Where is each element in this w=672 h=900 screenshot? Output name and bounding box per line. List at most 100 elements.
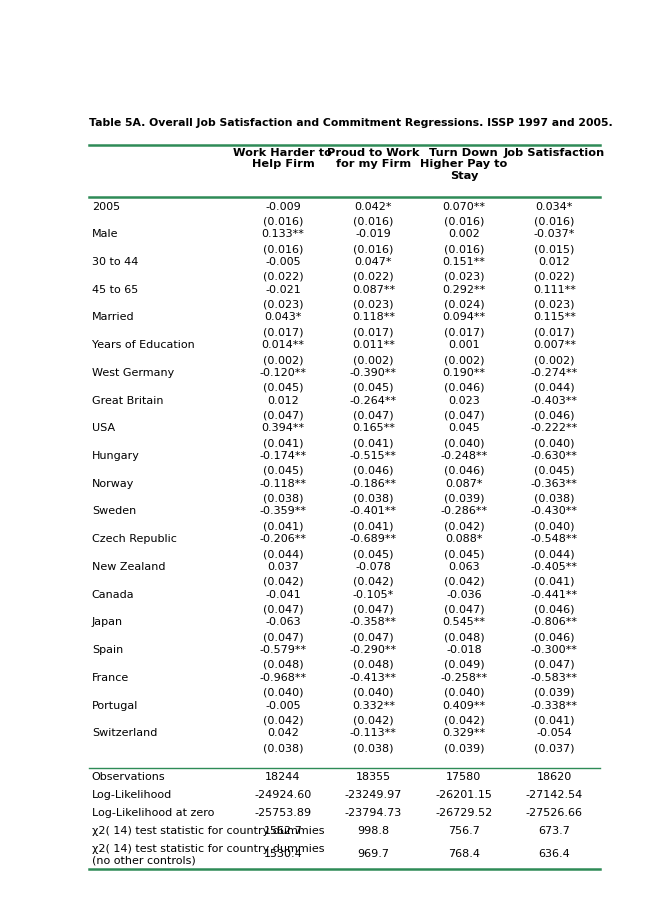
Text: Czech Republic: Czech Republic [92, 535, 177, 544]
Text: Years of Education: Years of Education [92, 340, 195, 350]
Text: (0.041): (0.041) [353, 438, 394, 448]
Text: (0.022): (0.022) [534, 272, 575, 282]
Text: (0.016): (0.016) [534, 217, 575, 227]
Text: (0.039): (0.039) [444, 743, 484, 753]
Text: -0.286**: -0.286** [440, 507, 487, 517]
Text: 0.115**: 0.115** [533, 312, 576, 322]
Text: -0.005: -0.005 [265, 257, 300, 267]
Text: (0.046): (0.046) [444, 466, 484, 476]
Text: 0.545**: 0.545** [442, 617, 485, 627]
Text: -0.258**: -0.258** [440, 673, 487, 683]
Text: USA: USA [92, 423, 115, 433]
Text: -0.078: -0.078 [355, 562, 391, 572]
Text: (0.047): (0.047) [263, 633, 303, 643]
Text: 18244: 18244 [265, 772, 300, 782]
Text: 1530.4: 1530.4 [263, 849, 302, 859]
Text: (0.042): (0.042) [263, 716, 303, 725]
Text: New Zealand: New Zealand [92, 562, 165, 572]
Text: (0.037): (0.037) [534, 743, 575, 753]
Text: (0.042): (0.042) [353, 716, 394, 725]
Text: (0.039): (0.039) [534, 688, 575, 698]
Text: (0.041): (0.041) [534, 577, 575, 587]
Text: (0.046): (0.046) [353, 466, 394, 476]
Text: (0.048): (0.048) [353, 660, 394, 670]
Text: -0.113**: -0.113** [350, 728, 396, 738]
Text: -0.403**: -0.403** [531, 396, 578, 406]
Text: -0.206**: -0.206** [259, 535, 306, 544]
Text: 0.043*: 0.043* [264, 312, 302, 322]
Text: -0.363**: -0.363** [531, 479, 578, 489]
Text: 0.047*: 0.047* [355, 257, 392, 267]
Text: (0.023): (0.023) [534, 300, 575, 310]
Text: 0.012: 0.012 [267, 396, 299, 406]
Text: (0.022): (0.022) [263, 272, 303, 282]
Text: (0.022): (0.022) [353, 272, 394, 282]
Text: -0.358**: -0.358** [350, 617, 397, 627]
Text: χ2( 14) test statistic for country dummies: χ2( 14) test statistic for country dummi… [92, 826, 325, 836]
Text: -0.413**: -0.413** [350, 673, 397, 683]
Text: 0.023: 0.023 [448, 396, 480, 406]
Text: (0.042): (0.042) [444, 521, 484, 531]
Text: (0.038): (0.038) [353, 494, 394, 504]
Text: (0.044): (0.044) [534, 382, 575, 392]
Text: -0.274**: -0.274** [531, 368, 578, 378]
Text: 756.7: 756.7 [448, 826, 480, 836]
Text: -0.005: -0.005 [265, 700, 300, 710]
Text: 0.037: 0.037 [267, 562, 299, 572]
Text: (0.016): (0.016) [353, 244, 394, 254]
Text: 0.329**: 0.329** [442, 728, 485, 738]
Text: -23249.97: -23249.97 [345, 790, 402, 800]
Text: (0.041): (0.041) [263, 521, 303, 531]
Text: Job Satisfaction: Job Satisfaction [504, 148, 605, 157]
Text: 0.190**: 0.190** [442, 368, 485, 378]
Text: (0.045): (0.045) [263, 382, 303, 392]
Text: (0.047): (0.047) [353, 605, 394, 615]
Text: 0.070**: 0.070** [442, 202, 485, 211]
Text: -26729.52: -26729.52 [435, 808, 493, 818]
Text: (0.045): (0.045) [353, 382, 394, 392]
Text: 0.045: 0.045 [448, 423, 480, 433]
Text: (0.045): (0.045) [534, 466, 575, 476]
Text: (0.017): (0.017) [263, 328, 303, 338]
Text: 0.394**: 0.394** [261, 423, 304, 433]
Text: Canada: Canada [92, 590, 134, 599]
Text: (0.002): (0.002) [534, 356, 575, 365]
Text: -0.063: -0.063 [265, 617, 300, 627]
Text: -0.338**: -0.338** [531, 700, 578, 710]
Text: Married: Married [92, 312, 134, 322]
Text: 0.094**: 0.094** [442, 312, 485, 322]
Text: Great Britain: Great Britain [92, 396, 163, 406]
Text: Switzerland: Switzerland [92, 728, 157, 738]
Text: (0.023): (0.023) [444, 272, 484, 282]
Text: Portugal: Portugal [92, 700, 138, 710]
Text: (0.040): (0.040) [534, 521, 575, 531]
Text: -0.390**: -0.390** [350, 368, 397, 378]
Text: (0.023): (0.023) [353, 300, 394, 310]
Text: -0.054: -0.054 [536, 728, 573, 738]
Text: (0.042): (0.042) [353, 577, 394, 587]
Text: 0.042*: 0.042* [355, 202, 392, 211]
Text: (0.040): (0.040) [444, 438, 484, 448]
Text: Log-Likelihood: Log-Likelihood [92, 790, 172, 800]
Text: -0.222**: -0.222** [531, 423, 578, 433]
Text: -0.290**: -0.290** [350, 645, 397, 655]
Text: -0.037*: -0.037* [534, 230, 575, 239]
Text: (0.045): (0.045) [353, 549, 394, 559]
Text: -0.174**: -0.174** [259, 451, 306, 461]
Text: France: France [92, 673, 129, 683]
Text: (0.002): (0.002) [263, 356, 303, 365]
Text: Hungary: Hungary [92, 451, 140, 461]
Text: (0.042): (0.042) [444, 716, 484, 725]
Text: -25753.89: -25753.89 [254, 808, 311, 818]
Text: -0.019: -0.019 [355, 230, 391, 239]
Text: Sweden: Sweden [92, 507, 136, 517]
Text: -0.018: -0.018 [446, 645, 482, 655]
Text: (0.016): (0.016) [444, 217, 484, 227]
Text: (0.016): (0.016) [444, 244, 484, 254]
Text: (0.038): (0.038) [263, 743, 303, 753]
Text: (0.002): (0.002) [444, 356, 484, 365]
Text: (0.042): (0.042) [263, 577, 303, 587]
Text: 0.042: 0.042 [267, 728, 299, 738]
Text: Proud to Work
for my Firm: Proud to Work for my Firm [327, 148, 419, 169]
Text: 2005: 2005 [92, 202, 120, 211]
